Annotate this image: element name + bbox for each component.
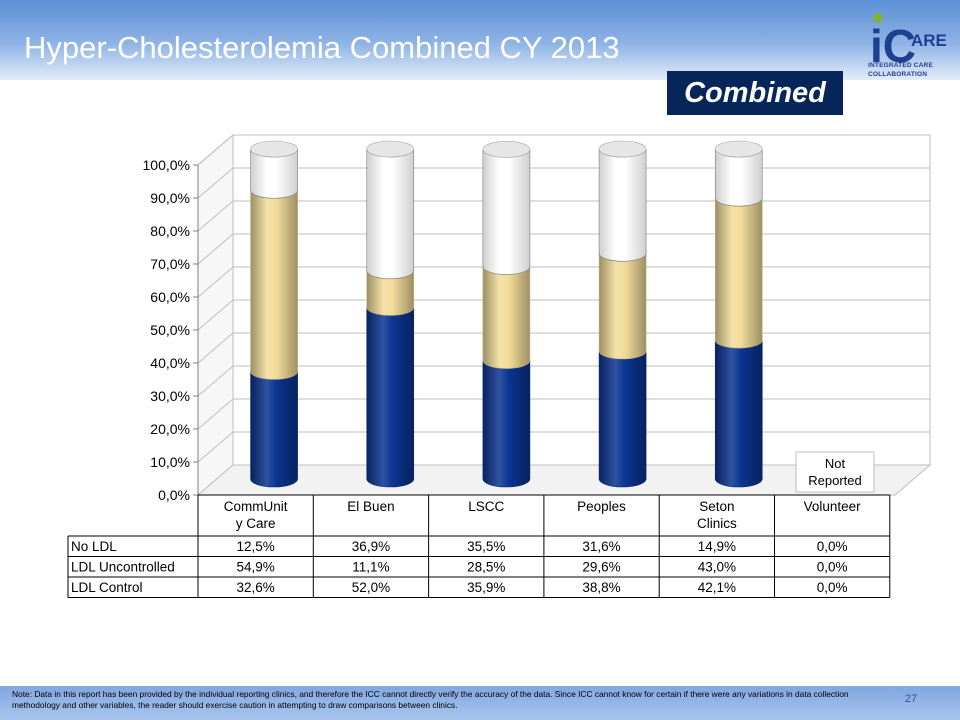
logo-word: ARE	[911, 31, 947, 50]
bar-segment	[714, 148, 763, 207]
y-axis: 0,0% 10,0% 20,0% 30,0% 40,0% 50,0% 60,0% 70,0% 8…	[143, 134, 930, 503]
y-tick-label: 70,0%	[150, 256, 190, 272]
gridline-side	[197, 266, 234, 298]
gridline-side	[197, 200, 234, 232]
table-category-label: Seton	[699, 499, 734, 514]
table-category-label: Volunteer	[804, 499, 862, 514]
table-value: 36,9%	[352, 539, 390, 554]
bar-segment	[250, 190, 298, 380]
gridline-side	[197, 134, 234, 166]
annotation-text: Reported	[808, 473, 861, 488]
bar-segment	[250, 371, 298, 488]
annotation-box	[795, 451, 875, 493]
header-band	[0, 0, 960, 80]
gridline-side	[197, 332, 234, 364]
table-category-label: y Care	[236, 516, 276, 531]
bar-segment	[598, 253, 647, 360]
gridline-side	[197, 365, 234, 397]
table-value: 0,0%	[817, 560, 848, 575]
icare-logo-mark: iC ARE	[870, 13, 947, 72]
bar-segment	[482, 266, 531, 369]
bar-segment	[598, 350, 647, 488]
table-category-label: LSCC	[468, 499, 504, 514]
table-value: 31,6%	[582, 539, 620, 554]
gridline-side	[197, 431, 234, 463]
bar-segment	[482, 360, 531, 488]
table-value: 14,9%	[698, 539, 736, 554]
y-tick-label: 50,0%	[150, 322, 190, 338]
bar-top-cap	[482, 141, 531, 158]
icare-logo: iC ARE INTEGRATED CARE COLLABORATION	[868, 12, 956, 90]
logo-letters: iC	[870, 20, 916, 64]
table-category-label: Peoples	[577, 499, 626, 514]
gridline-side	[197, 233, 234, 265]
footer-note: Note: Data in this report has been provi…	[12, 689, 849, 710]
y-tick-label: 80,0%	[150, 223, 190, 239]
footer-band	[0, 686, 960, 720]
table-value: 42,1%	[698, 580, 736, 595]
table-value: 29,6%	[582, 560, 620, 575]
gridline-side	[197, 299, 234, 331]
bar-segment	[598, 148, 647, 262]
y-tick-label: 40,0%	[150, 355, 190, 371]
table-series-name: LDL Control	[71, 580, 143, 595]
chart-annotation: Not Reported	[795, 451, 875, 493]
bar-segment	[714, 198, 763, 349]
bar-segment	[366, 307, 415, 488]
y-tick-label: 0,0%	[158, 487, 190, 503]
table-category-label: CommUnit	[224, 499, 288, 514]
bars	[250, 140, 763, 488]
table-value: 52,0%	[352, 580, 390, 595]
gridline-side	[197, 398, 234, 430]
bar-top-cap	[366, 140, 415, 158]
y-tick-label: 90,0%	[150, 190, 190, 206]
bar-segment	[366, 148, 415, 280]
y-tick-label: 30,0%	[150, 388, 190, 404]
table-series-name: No LDL	[71, 539, 117, 554]
table-value: 0,0%	[817, 580, 848, 595]
logo-line2: COLLABORATION	[868, 71, 928, 78]
y-tick-label: 10,0%	[150, 454, 190, 470]
table-value: 12,5%	[237, 539, 275, 554]
table-value: 32,6%	[237, 580, 275, 595]
y-tick-label: 20,0%	[150, 421, 190, 437]
bar-segment	[482, 149, 531, 275]
gridline-side	[197, 167, 234, 199]
slide-title: Hyper-Cholesterolemia Combined CY 2013	[24, 30, 620, 65]
table-value: 43,0%	[698, 560, 736, 575]
page-number: 27	[904, 693, 918, 705]
bar-top-cap	[250, 140, 298, 158]
bar-segment	[714, 340, 763, 488]
annotation-text: Not	[825, 456, 846, 471]
logo-line1: INTEGRATED CARE	[868, 62, 933, 69]
bar-top-cap	[714, 140, 763, 158]
y-tick-label: 60,0%	[150, 289, 190, 305]
table-value: 28,5%	[467, 560, 505, 575]
table-value: 11,1%	[352, 560, 389, 575]
table-series-name: LDL Uncontrolled	[71, 560, 175, 575]
y-tick-label: 100,0%	[143, 157, 190, 173]
table-value: 38,8%	[582, 580, 620, 595]
table-category-label: El Buen	[347, 499, 394, 514]
table-value: 54,9%	[237, 560, 275, 575]
table-value: 35,5%	[467, 539, 505, 554]
plot-background	[196, 133, 932, 497]
table-value: 35,9%	[467, 580, 505, 595]
combined-badge: Combined	[667, 71, 843, 115]
data-table: CommUnit y Care El Buen LSCC Peoples Seton Cli…	[67, 494, 891, 598]
table-category-label: Clinics	[697, 516, 737, 531]
bar-top-cap	[598, 140, 647, 158]
table-value: 0,0%	[817, 539, 848, 554]
